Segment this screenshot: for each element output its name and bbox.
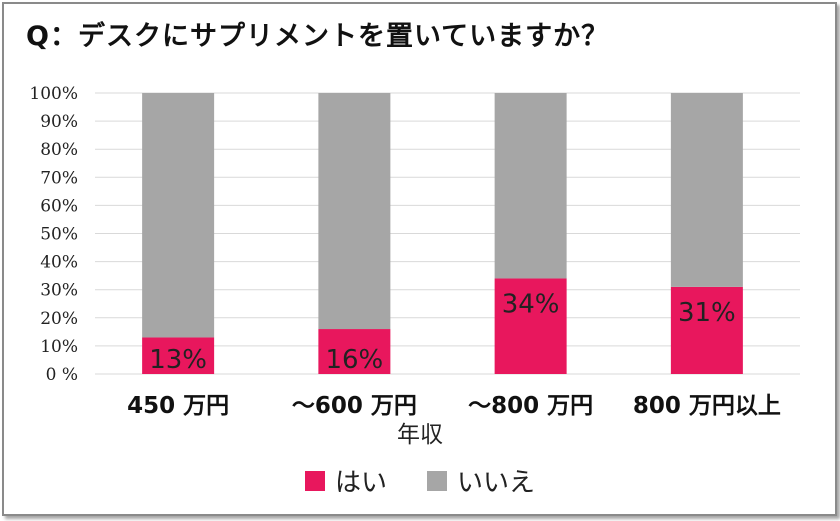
x-tick-label: ～800 万円 <box>468 393 593 419</box>
bar-no <box>318 93 391 330</box>
bars <box>142 93 743 374</box>
y-tick-label: 20% <box>40 309 78 329</box>
x-axis-ticks: 450 万円 ～600 万円 ～800 万円 800 万円以上 <box>127 393 781 419</box>
y-tick-label: 10% <box>40 337 78 357</box>
bar-no <box>494 93 567 279</box>
legend-swatch-yes <box>304 470 325 491</box>
data-label: 34% <box>502 289 560 319</box>
data-label: 16% <box>325 345 383 375</box>
bar-yes <box>318 329 391 374</box>
data-label: 31% <box>678 298 736 328</box>
y-tick-label: 40% <box>40 253 78 273</box>
legend: はい いいえ <box>0 462 840 499</box>
y-tick-label: 0 % <box>46 365 78 385</box>
data-label: 13% <box>149 345 207 375</box>
y-tick-label: 60% <box>40 196 78 216</box>
bar-yes <box>142 337 215 374</box>
x-tick-label: 450 万円 <box>127 393 229 419</box>
bar-yes <box>494 278 567 374</box>
y-tick-label: 30% <box>40 281 78 301</box>
legend-item-no: いいえ <box>427 462 535 499</box>
chart-title: Q：デスクにサプリメントを置いていますか？ <box>26 21 610 52</box>
x-axis-label: 年収 <box>397 422 443 448</box>
x-tick-label: ～600 万円 <box>292 393 417 419</box>
legend-label-yes: はい <box>334 468 387 498</box>
data-labels: 13% 16% 34% 31% <box>149 289 736 375</box>
bar-no <box>142 93 215 338</box>
y-tick-label: 100% <box>29 84 78 104</box>
bar-no <box>670 93 743 287</box>
legend-swatch-no <box>427 470 447 491</box>
y-tick-label: 90% <box>40 112 78 132</box>
y-tick-label: 80% <box>40 140 78 160</box>
y-tick-label: 50% <box>40 225 78 245</box>
legend-label-no: いいえ <box>457 468 536 498</box>
y-tick-label: 70% <box>40 168 78 188</box>
legend-item-yes: はい <box>304 462 387 499</box>
y-axis-ticks: 0 % 10% 20% 30% 40% 50% 60% 70% 80% 90% 100% <box>29 84 78 385</box>
x-tick-label: 800 万円以上 <box>633 393 781 419</box>
bar-yes <box>670 286 743 374</box>
